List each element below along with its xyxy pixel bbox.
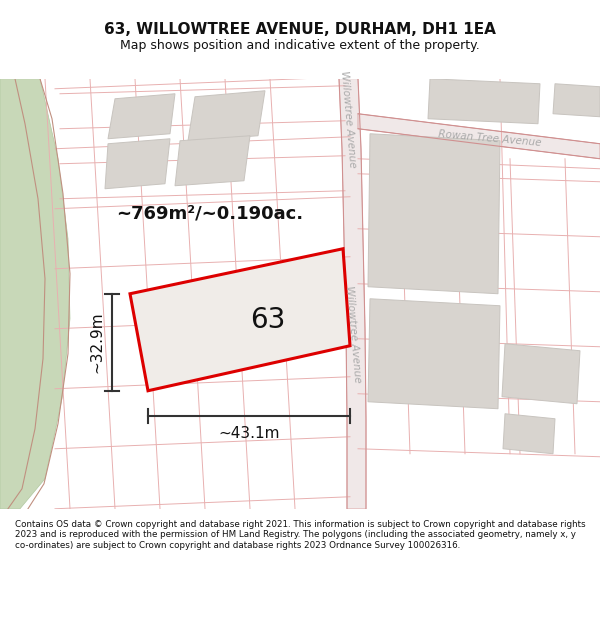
Text: ~43.1m: ~43.1m: [218, 426, 280, 441]
Polygon shape: [105, 139, 170, 189]
Polygon shape: [553, 84, 600, 117]
Polygon shape: [175, 136, 250, 186]
Polygon shape: [368, 299, 500, 409]
Text: Willowtree Avenue: Willowtree Avenue: [339, 70, 357, 168]
Text: 63: 63: [250, 306, 286, 334]
Text: ~769m²/~0.190ac.: ~769m²/~0.190ac.: [116, 205, 304, 222]
Polygon shape: [358, 114, 600, 159]
Text: Contains OS data © Crown copyright and database right 2021. This information is : Contains OS data © Crown copyright and d…: [15, 520, 586, 550]
Polygon shape: [108, 94, 175, 139]
Text: Rowan Tree Avenue: Rowan Tree Avenue: [438, 129, 542, 148]
Polygon shape: [130, 249, 350, 391]
Polygon shape: [503, 414, 555, 454]
Polygon shape: [428, 79, 540, 124]
Text: 63, WILLOWTREE AVENUE, DURHAM, DH1 1EA: 63, WILLOWTREE AVENUE, DURHAM, DH1 1EA: [104, 22, 496, 38]
Text: Map shows position and indicative extent of the property.: Map shows position and indicative extent…: [120, 39, 480, 51]
Polygon shape: [188, 91, 265, 141]
Polygon shape: [339, 79, 366, 509]
Text: Willowtree Avenue: Willowtree Avenue: [344, 285, 362, 382]
Polygon shape: [502, 344, 580, 404]
Polygon shape: [0, 79, 70, 509]
Text: ~32.9m: ~32.9m: [89, 311, 104, 373]
Polygon shape: [368, 134, 500, 294]
